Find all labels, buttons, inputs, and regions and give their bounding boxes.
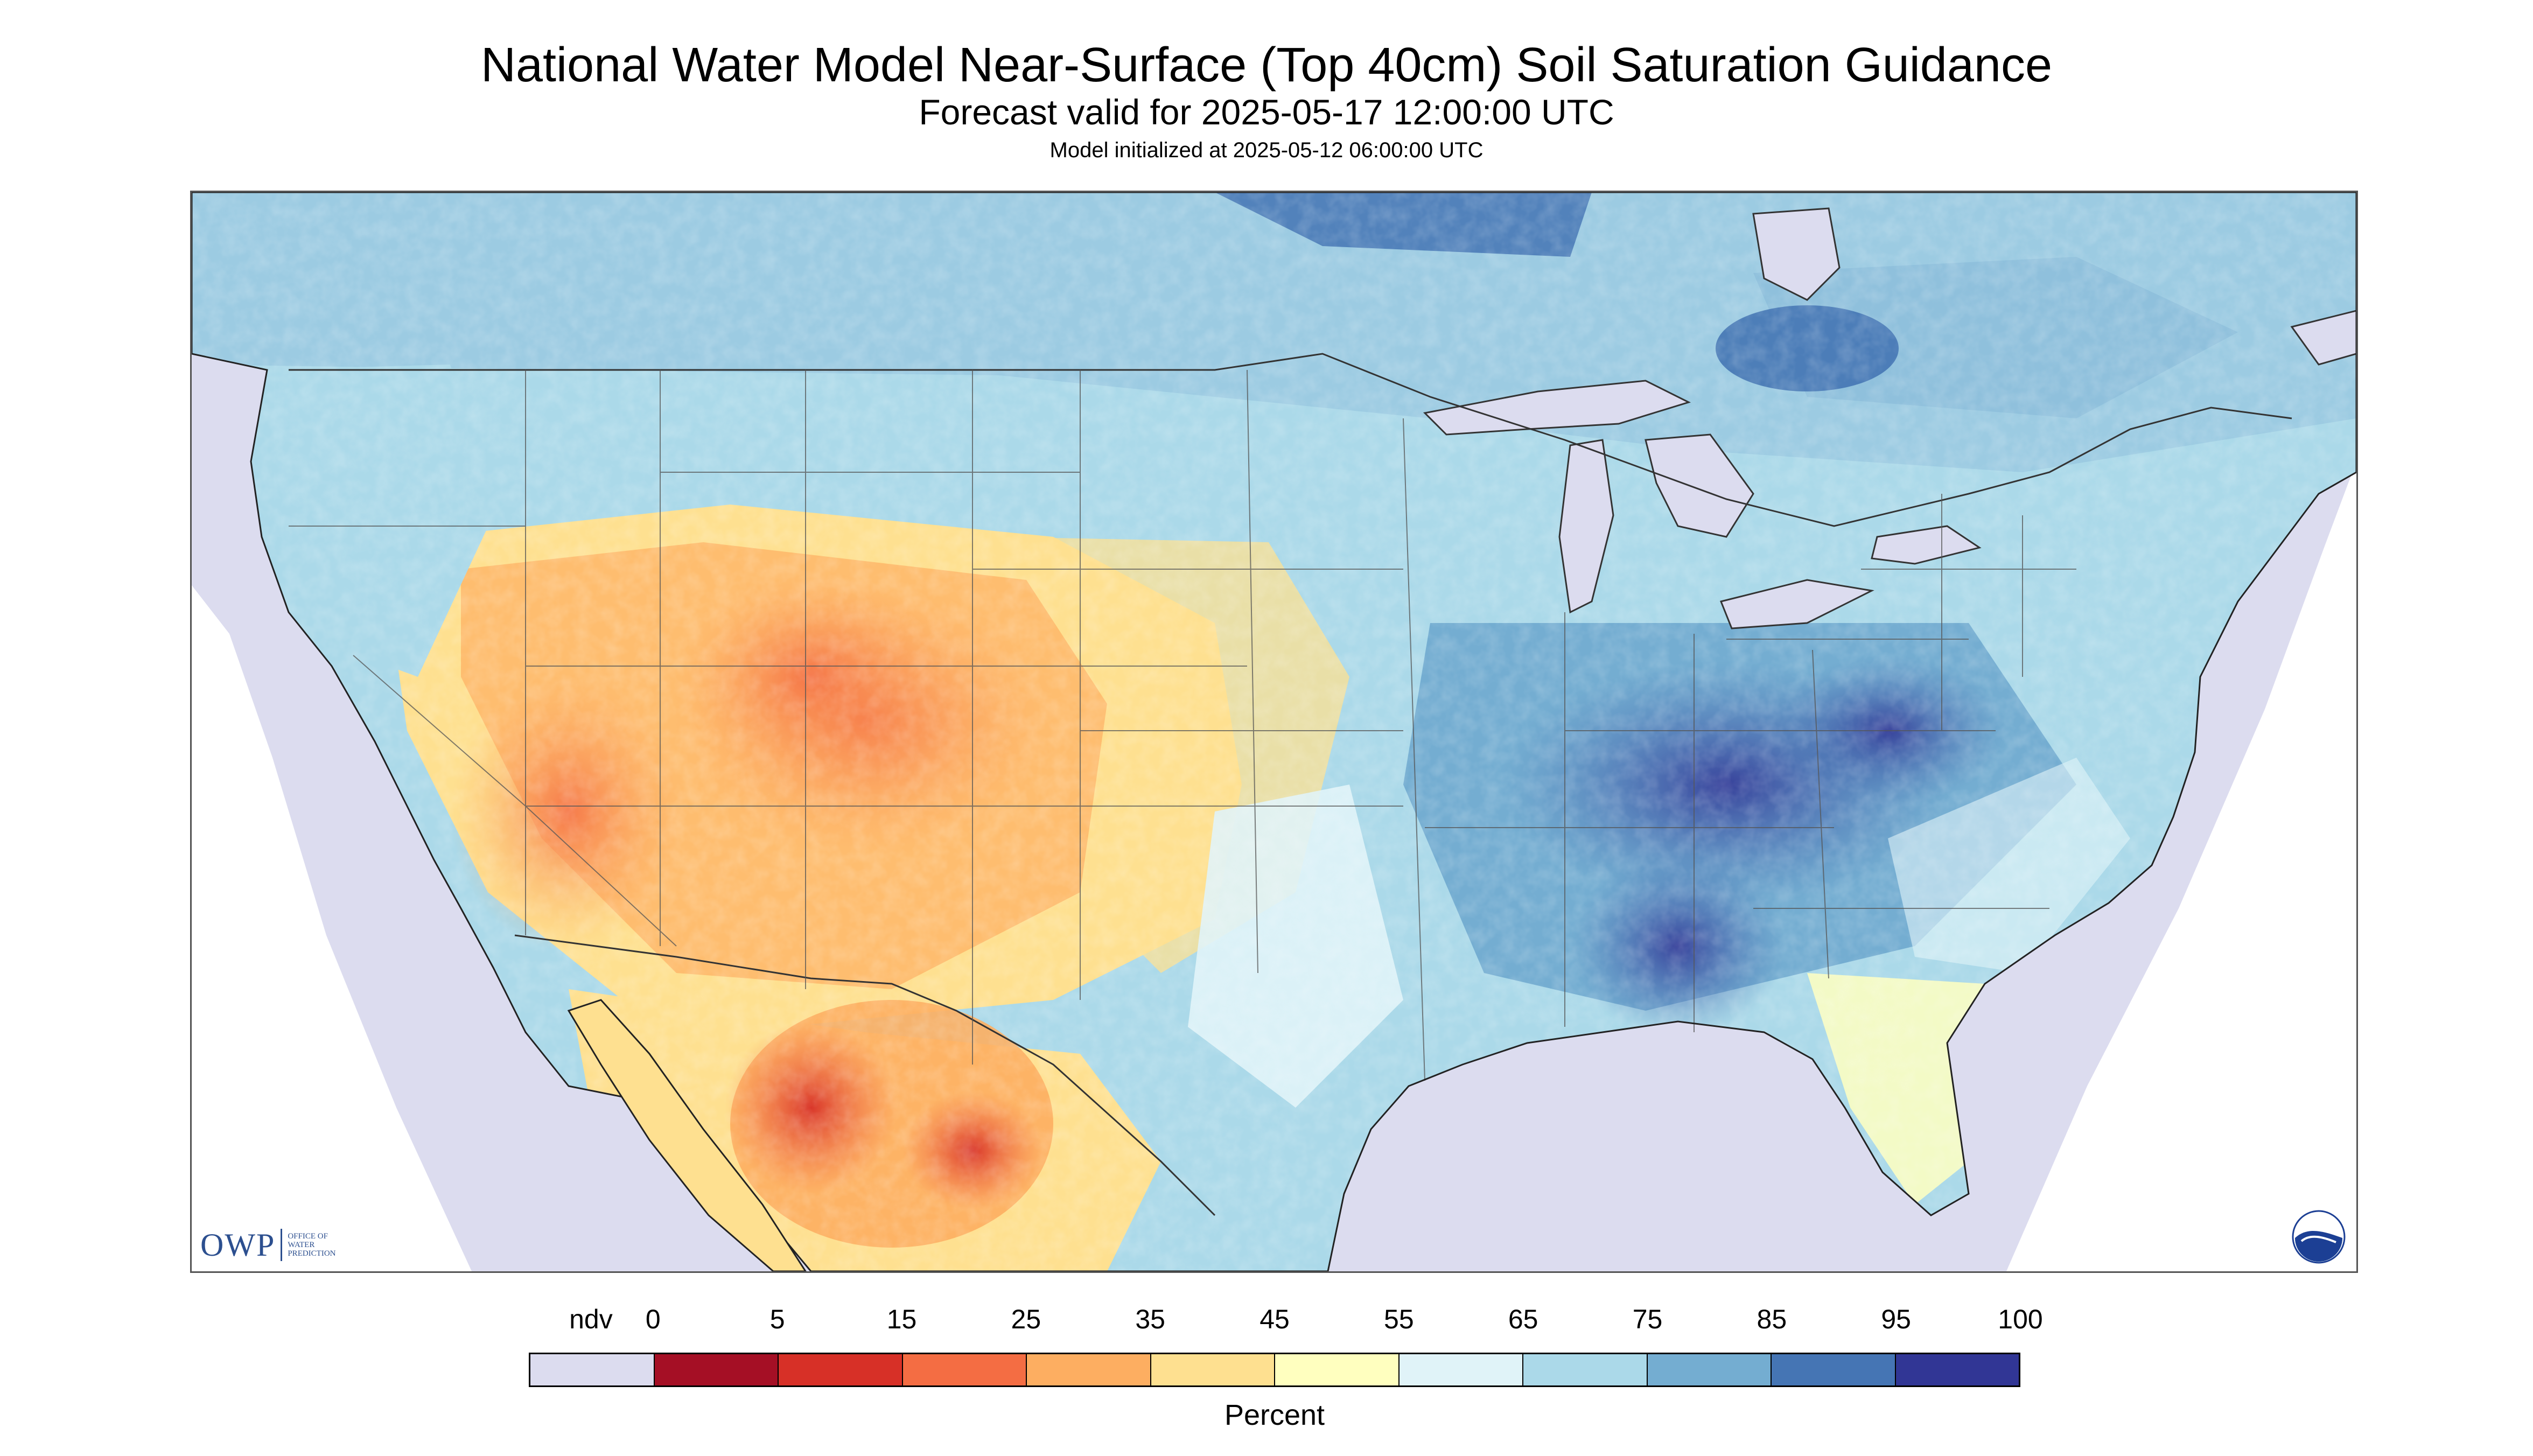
owp-logo-mark: OWP (200, 1227, 276, 1263)
international-border (289, 353, 2292, 527)
legend-swatch (779, 1354, 903, 1385)
legend-tick-label: 25 (1011, 1304, 1041, 1334)
legend-tick-label: 0 (645, 1304, 661, 1334)
legend-color-bar (529, 1353, 2020, 1387)
soil-saturation-map (192, 192, 2356, 1271)
legend-swatch (1027, 1354, 1151, 1385)
legend-swatch (530, 1354, 655, 1385)
legend-swatch (1151, 1354, 1275, 1385)
legend-swatch (1647, 1354, 1772, 1385)
owp-logo-text: OFFICE OF WATER PREDICTION (288, 1232, 336, 1258)
map-panel: OWP OFFICE OF WATER PREDICTION (190, 191, 2358, 1273)
legend-tick-label: 75 (1632, 1304, 1663, 1334)
owp-logo: OWP OFFICE OF WATER PREDICTION (200, 1226, 336, 1264)
legend-swatch (1523, 1354, 1648, 1385)
legend-tick-label: 85 (1757, 1304, 1787, 1334)
legend-swatch (654, 1354, 779, 1385)
legend-ticks: ndv 0 5 15 25 35 45 55 65 75 85 95 100 (529, 1303, 2043, 1341)
legend-swatch (1399, 1354, 1523, 1385)
legend-swatch (1895, 1354, 2019, 1385)
legend-swatch (1772, 1354, 1896, 1385)
legend-tick-label: 35 (1135, 1304, 1165, 1334)
model-init-subtitle: Model initialized at 2025-05-12 06:00:00… (1049, 138, 1484, 162)
noaa-logo-icon (2292, 1210, 2346, 1264)
legend-tick-label: 95 (1881, 1304, 1911, 1334)
legend-unit-label: Percent (1224, 1399, 1325, 1431)
legend-tick-label: 5 (769, 1304, 785, 1334)
legend-tick-label: 45 (1259, 1304, 1290, 1334)
legend-tick-label: 55 (1384, 1304, 1414, 1334)
legend-tick-label: 65 (1508, 1304, 1538, 1334)
legend-tick-label: ndv (569, 1304, 613, 1334)
legend-swatch (902, 1354, 1027, 1385)
forecast-valid-subtitle: Forecast valid for 2025-05-17 12:00:00 U… (919, 92, 1614, 132)
color-legend: ndv 0 5 15 25 35 45 55 65 75 85 95 100 Percent (529, 1303, 2043, 1431)
state-boundaries (289, 369, 2076, 1081)
owp-logo-divider (281, 1229, 283, 1261)
legend-tick-label: 15 (886, 1304, 917, 1334)
legend-swatch (1275, 1354, 1400, 1385)
legend-tick-label: 100 (1998, 1304, 2043, 1334)
great-lakes (1423, 380, 1982, 629)
map-title: National Water Model Near-Surface (Top 4… (480, 38, 2052, 92)
